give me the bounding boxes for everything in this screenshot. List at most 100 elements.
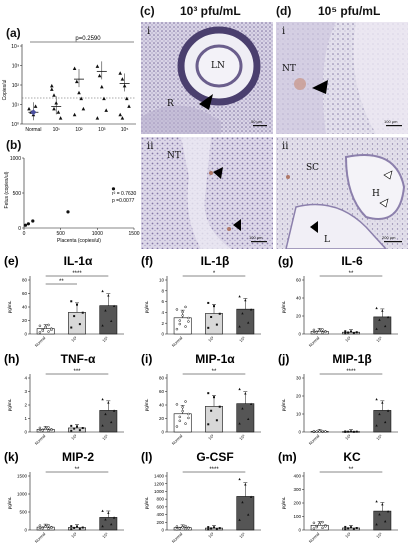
data-point xyxy=(213,526,215,529)
data-point xyxy=(312,527,316,530)
data-point xyxy=(101,324,104,327)
data-point xyxy=(181,310,184,314)
x-tick-label: 10⁵ xyxy=(101,531,109,539)
data-point xyxy=(207,528,210,531)
data-point xyxy=(347,430,350,433)
data-point xyxy=(378,513,381,516)
data-point xyxy=(120,116,125,120)
chart-m-title: KC xyxy=(343,450,361,464)
x-tick-label: 10² xyxy=(75,127,83,133)
x-tick-label: 500 xyxy=(56,231,65,237)
data-point xyxy=(38,324,42,328)
y-axis-label: pg/mL xyxy=(7,300,12,313)
data-point xyxy=(386,510,390,513)
data-point xyxy=(75,79,79,84)
data-point xyxy=(50,428,53,432)
data-point xyxy=(70,525,73,528)
data-point xyxy=(101,524,104,528)
data-point xyxy=(318,430,321,433)
chart-f-svg: (f) IL-1β pg/mL 0 2 4 6 8 10 Normal 10³ 10⁵ * xyxy=(141,254,261,348)
chart-e-title: IL-1α xyxy=(64,254,93,268)
significance-stars: ** xyxy=(59,279,64,285)
data-point xyxy=(238,477,241,481)
bar xyxy=(68,427,86,433)
data-point xyxy=(41,429,45,432)
panel-c-title: 10³ pfu/mL xyxy=(180,4,241,18)
subpanel-label: ii xyxy=(282,141,289,152)
tissue-label-sc: SC xyxy=(306,163,320,173)
panel-label-g: (g) xyxy=(278,254,293,268)
chart-g-svg: (g) IL-6 pg/mL 0 20 40 60 Normal 10³ 10⁵ ** xyxy=(278,254,398,348)
data-point xyxy=(355,430,358,433)
data-point xyxy=(107,401,110,404)
y-tick-label: 1 xyxy=(24,416,27,421)
data-point xyxy=(104,518,107,521)
bar xyxy=(236,308,255,335)
data-point xyxy=(375,523,378,526)
data-point xyxy=(384,420,387,424)
chart-e: (e) IL-1α pg/mL 0 20 40 60 80 Normal 10³ 10⁵ ** **** xyxy=(0,254,137,352)
data-point xyxy=(213,396,215,399)
data-point xyxy=(215,528,218,531)
scale-label: 100 μm xyxy=(249,235,263,240)
x-tick-label: Normal xyxy=(34,433,47,446)
data-point xyxy=(81,106,86,111)
bar xyxy=(173,413,192,433)
tissue-label-nt: NT xyxy=(282,64,296,74)
x-tick-label: 10³ xyxy=(70,433,78,441)
data-point xyxy=(70,429,73,432)
panel-label-c: (c) xyxy=(140,4,155,18)
histology-d-i: i NT 100 μm xyxy=(276,22,408,134)
data-point xyxy=(50,328,53,332)
data-point xyxy=(26,222,30,226)
data-point xyxy=(378,318,381,321)
tissue-label-nt: NT xyxy=(167,151,181,161)
y-tick-label: 0 xyxy=(161,528,164,533)
y-tick-label: 500 xyxy=(19,510,27,515)
chart-j: (j) MIP-1β pg/mL 0 10 20 30 Normal 10³ 10⁵ **** xyxy=(274,352,411,450)
panel-label-l: (l) xyxy=(141,450,152,464)
panel-label-f: (f) xyxy=(141,254,153,268)
y-tick-label: 1000 xyxy=(10,156,21,162)
arrowhead-marker xyxy=(379,198,389,208)
y-tick-label: 500 xyxy=(13,191,22,197)
chart-k-title: MIP-2 xyxy=(62,450,94,464)
data-point xyxy=(207,301,210,304)
data-point xyxy=(375,397,378,401)
y-tick-label: 10⁰ xyxy=(11,122,19,128)
x-tick-label: 1500 xyxy=(128,231,139,237)
histology-d-ii: ii SC H L 200 μm xyxy=(276,137,408,249)
data-point xyxy=(104,108,108,112)
bar xyxy=(99,410,118,433)
data-point xyxy=(378,412,381,416)
tissue-label-l: L xyxy=(324,235,330,245)
data-point xyxy=(107,294,110,297)
y-tick-label: 40 xyxy=(159,403,165,408)
x-tick-label: 10³ xyxy=(207,433,215,441)
data-point xyxy=(38,331,42,334)
data-point xyxy=(344,430,347,433)
y-axis-label: pg/mL xyxy=(7,398,12,411)
data-point xyxy=(247,417,250,421)
chart-g-title: IL-6 xyxy=(341,254,363,268)
data-point xyxy=(102,96,106,101)
y-tick-label: 0 xyxy=(24,430,27,435)
data-point xyxy=(218,527,221,530)
y-tick-label: 1000 xyxy=(17,492,28,497)
data-point xyxy=(381,401,384,404)
tissue-label-ln: LN xyxy=(211,61,225,71)
bar xyxy=(236,496,255,531)
data-point xyxy=(47,323,50,327)
panel-label-h: (h) xyxy=(4,352,19,366)
data-point xyxy=(100,84,104,89)
chart-k: (k) MIP-2 pg/mL 0 500 1000 1500 Normal 10³ 10⁵ ** xyxy=(0,450,137,548)
y-tick-label: 20 xyxy=(159,416,165,421)
significance-stars: ** xyxy=(75,467,80,473)
data-point xyxy=(76,525,78,528)
scale-label: 50 μm xyxy=(251,119,263,124)
histology-c-i: i LN R 50 μm xyxy=(141,22,273,134)
bar xyxy=(373,410,392,433)
data-point xyxy=(321,429,324,433)
data-point xyxy=(95,116,100,120)
